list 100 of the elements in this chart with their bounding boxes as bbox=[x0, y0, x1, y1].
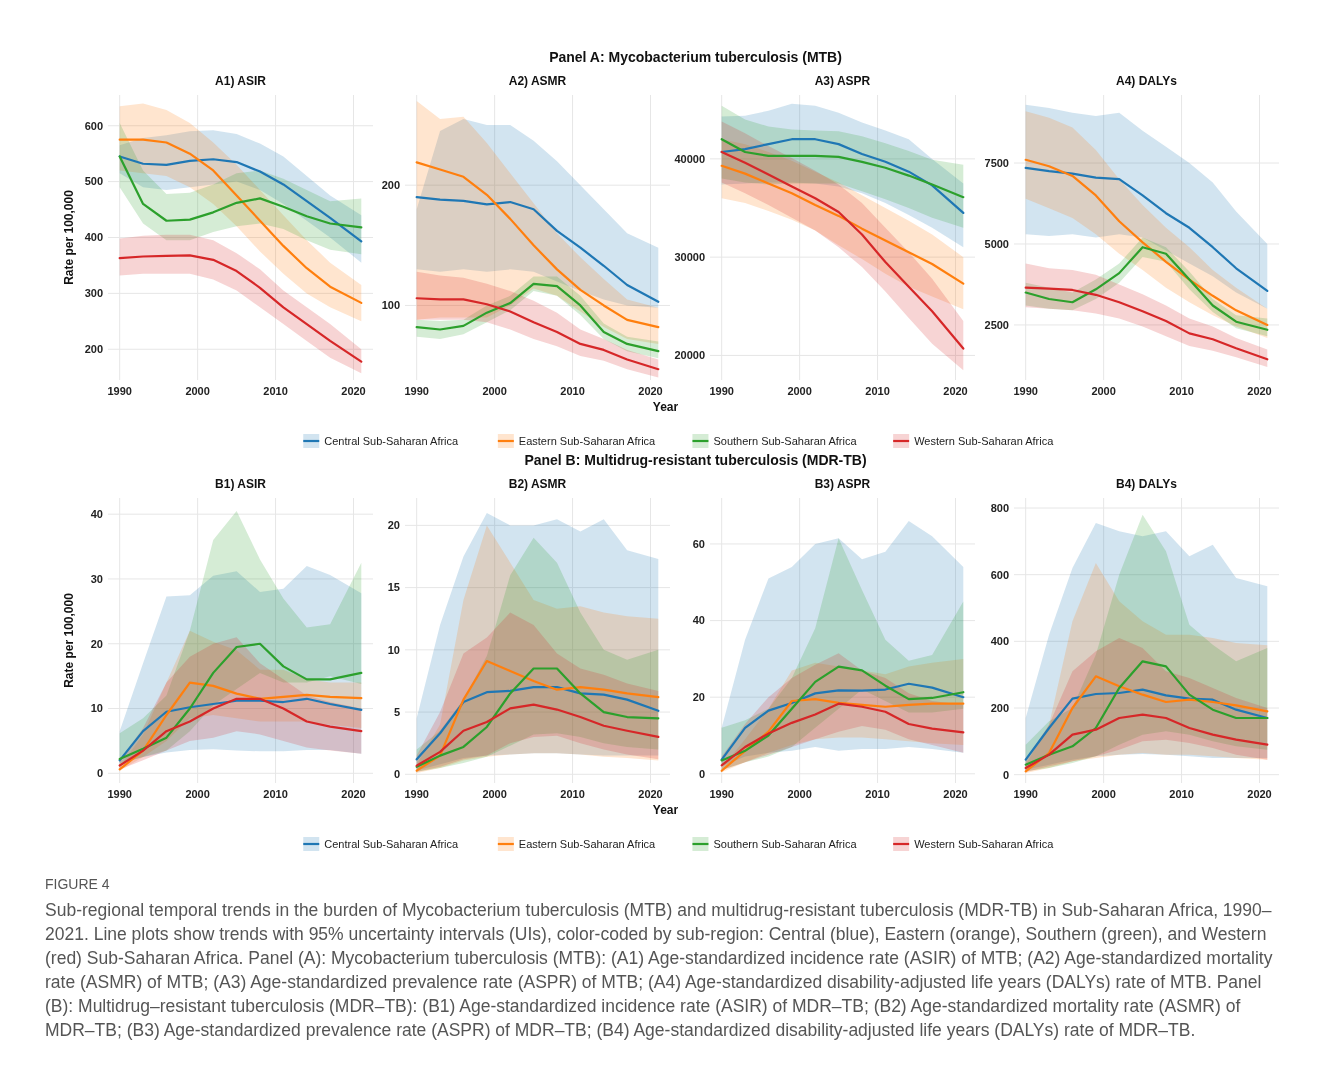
line-series bbox=[720, 150, 965, 350]
line-series bbox=[415, 297, 660, 371]
x-tick-label: 2010 bbox=[1169, 788, 1194, 800]
x-tick-label: 2010 bbox=[263, 385, 288, 397]
y-tick-label: 100 bbox=[381, 299, 400, 312]
line-series bbox=[415, 703, 660, 767]
y-axis-title: Rate per 100,000 bbox=[62, 189, 76, 285]
y-tick-label: 200 bbox=[381, 179, 400, 192]
x-tick-label: 2000 bbox=[787, 788, 812, 800]
chart-title: B1) ASIR bbox=[215, 477, 267, 491]
y-tick-label: 800 bbox=[990, 501, 1009, 514]
x-tick-label: 2000 bbox=[1091, 385, 1116, 397]
y-tick-label: 30 bbox=[90, 572, 103, 585]
line-series bbox=[415, 686, 660, 761]
line-series bbox=[118, 155, 363, 243]
legend-label: Southern Sub-Saharan Africa bbox=[713, 434, 858, 447]
x-tick-label: 2020 bbox=[341, 788, 366, 800]
y-tick-label: 40 bbox=[692, 614, 705, 627]
x-axis-title: Year bbox=[652, 803, 679, 817]
chart-title: A2) ASMR bbox=[508, 74, 567, 88]
line-series bbox=[1024, 688, 1269, 761]
line-series bbox=[118, 138, 363, 304]
legend-label: Eastern Sub-Saharan Africa bbox=[518, 434, 657, 447]
y-tick-label: 0 bbox=[393, 768, 400, 781]
line-series bbox=[1024, 713, 1269, 770]
line-series bbox=[1024, 166, 1269, 293]
x-tick-label: 2010 bbox=[560, 788, 585, 800]
x-tick-label: 2000 bbox=[1091, 788, 1116, 800]
line-series bbox=[720, 164, 965, 285]
x-tick-label: 2010 bbox=[865, 385, 890, 397]
x-axis-title: Year bbox=[652, 400, 679, 414]
x-tick-label: 1990 bbox=[1013, 788, 1038, 800]
chart-title: B4) DALYs bbox=[1116, 477, 1178, 491]
y-tick-label: 60 bbox=[692, 537, 705, 550]
y-tick-label: 5 bbox=[393, 705, 400, 718]
line-series bbox=[720, 138, 965, 199]
line-series bbox=[415, 282, 660, 353]
legend-label: Southern Sub-Saharan Africa bbox=[713, 837, 858, 850]
line-series bbox=[720, 138, 965, 215]
line-series bbox=[1024, 158, 1269, 327]
x-tick-label: 2000 bbox=[482, 385, 507, 397]
x-tick-label: 2010 bbox=[263, 788, 288, 800]
legend-label: Central Sub-Saharan Africa bbox=[324, 837, 460, 850]
x-tick-label: 2010 bbox=[1169, 385, 1194, 397]
y-tick-label: 600 bbox=[84, 119, 103, 132]
line-series bbox=[1024, 246, 1269, 331]
line-series bbox=[1024, 660, 1269, 766]
y-tick-label: 400 bbox=[84, 231, 103, 244]
x-tick-label: 2020 bbox=[1247, 788, 1272, 800]
legend-label: Eastern Sub-Saharan Africa bbox=[518, 837, 657, 850]
y-tick-label: 2500 bbox=[984, 318, 1009, 331]
legend-label: Western Sub-Saharan Africa bbox=[914, 837, 1055, 850]
legend-label: Central Sub-Saharan Africa bbox=[324, 434, 460, 447]
x-tick-label: 2020 bbox=[638, 385, 663, 397]
x-tick-label: 2020 bbox=[943, 385, 968, 397]
text: Sub-regional temporal trends in the burden of Mycobacterium tuberculosis (MTB) and multidrug-resistant tuberculosis (MDR-TB) in Sub-Saharan Africa, 1990–2021. Line plots show trends with 95% uncertainty intervals (UIs), color-coded by sub-region: Central (blue), Eastern (orange), Southern (green), and Western (red) Sub-Saharan Africa. Panel (A): Mycobacterium tuberculosis (MTB): (A1) Age-standardized incidence rate (ASIR) of MTB; (A2) Age-standardized mortality rate (ASMR) of MTB; (A3) Age-standardized prevalence rate (ASPR) of MTB; (A4) Age-standardized disability-adjusted life years (DALYs) rate of MTB. Panel (B): Multidrug–resistant tuberculosis (MDR–TB): (B1) Age-standardized incidence rate (ASIR) of MDR–TB; (B2) Age-standardized mortality rate (ASMR) of MDR–TB; (B3) Age-standardized prevalence rate (ASPR) of MDR–TB; (B4) Age-standardized disability-adjusted life years (DALYs) rate of MDR–TB. bbox=[45, 899, 1274, 1042]
x-tick-label: 2020 bbox=[1247, 385, 1272, 397]
chart-title: A1) ASIR bbox=[215, 74, 267, 88]
line-series bbox=[720, 665, 965, 762]
y-tick-label: 200 bbox=[990, 701, 1009, 714]
y-tick-label: 20 bbox=[387, 519, 400, 532]
y-axis-title: Rate per 100,000 bbox=[62, 592, 76, 688]
x-tick-label: 2000 bbox=[185, 788, 210, 800]
x-tick-label: 1990 bbox=[107, 788, 132, 800]
line-series bbox=[118, 681, 363, 771]
x-tick-label: 2020 bbox=[341, 385, 366, 397]
x-tick-label: 1990 bbox=[709, 788, 734, 800]
x-tick-label: 2000 bbox=[787, 385, 812, 397]
x-tick-label: 2000 bbox=[185, 385, 210, 397]
y-tick-label: 10 bbox=[90, 702, 103, 715]
y-tick-label: 7500 bbox=[984, 156, 1009, 169]
chart-title: A3) ASPR bbox=[814, 74, 871, 88]
x-tick-label: 2020 bbox=[638, 788, 663, 800]
y-tick-label: 400 bbox=[990, 635, 1009, 648]
y-tick-label: 40 bbox=[90, 508, 103, 521]
x-tick-label: 2020 bbox=[943, 788, 968, 800]
x-tick-label: 1990 bbox=[709, 385, 734, 397]
chart-subtitle: Panel B: Multidrug-resistant tuberculosis (MDR-TB) bbox=[524, 452, 867, 468]
line-series bbox=[415, 196, 660, 303]
legend-label: Western Sub-Saharan Africa bbox=[914, 434, 1055, 447]
y-tick-label: 500 bbox=[84, 175, 103, 188]
y-tick-label: 30000 bbox=[674, 251, 705, 264]
y-tick-label: 10 bbox=[387, 643, 400, 656]
y-tick-label: 20 bbox=[692, 691, 705, 704]
chart-title: B3) ASPR bbox=[814, 477, 871, 491]
x-tick-label: 1990 bbox=[107, 385, 132, 397]
y-tick-label: 15 bbox=[387, 581, 400, 594]
line-series bbox=[1024, 675, 1269, 773]
chart-subtitle: Panel A: Mycobacterium tuberculosis (MTB) bbox=[549, 49, 842, 65]
x-tick-label: 2010 bbox=[560, 385, 585, 397]
chart-title: A4) DALYs bbox=[1116, 74, 1178, 88]
y-tick-label: 5000 bbox=[984, 237, 1009, 250]
x-tick-label: 1990 bbox=[404, 788, 429, 800]
y-tick-label: 600 bbox=[990, 568, 1009, 581]
y-tick-label: 200 bbox=[84, 343, 103, 356]
x-tick-label: 1990 bbox=[1013, 385, 1038, 397]
x-tick-label: 2010 bbox=[865, 788, 890, 800]
y-tick-label: 300 bbox=[84, 287, 103, 300]
x-tick-label: 2000 bbox=[482, 788, 507, 800]
y-tick-label: 0 bbox=[1002, 768, 1009, 781]
